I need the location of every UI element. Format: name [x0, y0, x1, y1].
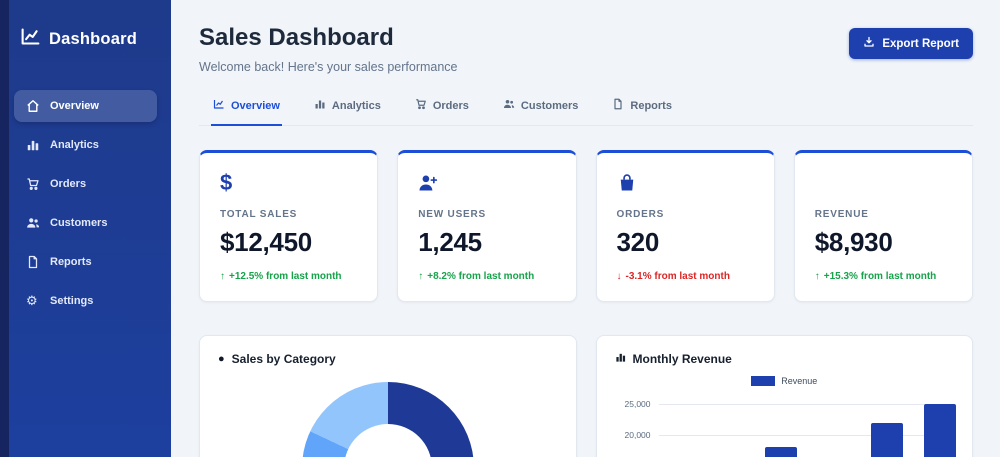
y-tick-label: 25,000 [624, 399, 651, 409]
gear-icon: ⚙ [26, 293, 38, 308]
revenue-bar [764, 447, 797, 457]
monthly-revenue-card: Monthly Revenue Revenue 25,00020,00015,0… [595, 335, 973, 457]
chart-legend: Revenue [615, 376, 955, 386]
bag-icon [617, 171, 754, 195]
legend-label: Revenue [781, 376, 818, 386]
legend-swatch [751, 376, 776, 386]
sidebar-nav: Overview Analytics Orders Customers Repo… [0, 90, 171, 317]
sidebar-item-analytics[interactable]: Analytics [14, 129, 157, 161]
tab-analytics[interactable]: Analytics [312, 98, 383, 126]
sidebar-item-customers[interactable]: Customers [14, 207, 157, 239]
stat-label: ORDERS [616, 209, 665, 220]
user-plus-icon [418, 171, 555, 195]
stat-value: $8,930 [814, 227, 893, 257]
page-subtitle: Welcome back! Here's your sales performa… [199, 60, 458, 74]
page-header: Sales Dashboard Welcome back! Here's you… [199, 24, 973, 74]
main-content: Sales Dashboard Welcome back! Here's you… [171, 0, 1000, 457]
trend-down-icon: ↓ [616, 271, 622, 282]
dollar-icon: $ [220, 170, 233, 195]
bar-plot [658, 394, 956, 457]
stat-change: ↑ +15.3% from last month [814, 271, 937, 282]
donut-chart [301, 382, 474, 457]
line-chart-logo-icon [20, 26, 41, 52]
line-chart-icon [213, 98, 225, 113]
cart-icon [415, 98, 427, 113]
tab-bar: Overview Analytics Orders Customers Repo… [199, 98, 973, 126]
stat-value: 320 [616, 227, 660, 257]
users-icon [503, 98, 515, 113]
stat-value: 1,245 [418, 227, 482, 257]
app-logo: Dashboard [0, 20, 171, 52]
stat-change: ↓ -3.1% from last month [616, 271, 730, 282]
tab-customers[interactable]: Customers [501, 98, 580, 126]
sidebar: Dashboard Overview Analytics Orders Cust… [0, 0, 171, 457]
gridline [658, 404, 954, 405]
stat-value: $12,450 [220, 227, 312, 257]
stat-label: REVENUE [814, 209, 869, 220]
app-title: Dashboard [49, 29, 137, 48]
sidebar-item-label: Settings [50, 295, 94, 307]
stat-card-total-sales: $ TOTAL SALES $12,450 ↑ +12.5% from last… [199, 150, 379, 302]
donut-hole [343, 424, 432, 457]
chart-title: ● Sales by Category [218, 352, 336, 366]
stat-change: ↑ +12.5% from last month [220, 271, 342, 282]
download-icon [863, 36, 875, 51]
bar-chart-icon [26, 138, 40, 152]
chart-title: Monthly Revenue [615, 352, 955, 366]
sales-by-category-card: ● Sales by Category [199, 335, 577, 457]
sidebar-item-reports[interactable]: Reports [14, 246, 157, 278]
stat-card-new-users: NEW USERS 1,245 ↑ +8.2% from last month [397, 150, 577, 302]
stats-row: $ TOTAL SALES $12,450 ↑ +12.5% from last… [199, 150, 973, 302]
stat-change: ↑ +8.2% from last month [418, 271, 535, 282]
charts-row: ● Sales by Category Monthly Revenue Reve… [199, 335, 973, 457]
document-icon [612, 98, 624, 113]
stat-label: NEW USERS [418, 209, 487, 220]
stat-card-orders: ORDERS 320 ↓ -3.1% from last month [595, 150, 775, 302]
stat-icon-slot-empty [815, 171, 952, 195]
sidebar-item-label: Reports [50, 256, 92, 268]
trend-up-icon: ↑ [220, 271, 225, 282]
cart-icon [26, 177, 40, 191]
stat-card-revenue: REVENUE $8,930 ↑ +15.3% from last month [793, 150, 973, 302]
sidebar-item-overview[interactable]: Overview [14, 90, 157, 122]
donut-icon: ● [218, 352, 225, 365]
bar-chart-icon [314, 98, 326, 113]
gridline [658, 435, 954, 436]
sidebar-item-label: Orders [50, 178, 87, 190]
bar-chart-icon [615, 352, 626, 366]
revenue-bar [870, 422, 903, 457]
users-icon [26, 216, 40, 230]
sidebar-item-orders[interactable]: Orders [14, 168, 157, 200]
tab-orders[interactable]: Orders [413, 98, 471, 126]
sidebar-item-label: Overview [50, 100, 99, 112]
y-tick-label: 20,000 [624, 430, 651, 440]
sidebar-item-label: Customers [50, 217, 108, 229]
tab-reports[interactable]: Reports [610, 98, 674, 126]
trend-up-icon: ↑ [814, 271, 820, 282]
home-icon [26, 99, 40, 113]
export-report-button[interactable]: Export Report [849, 28, 973, 59]
sidebar-item-settings[interactable]: ⚙ Settings [14, 285, 157, 317]
tab-overview[interactable]: Overview [211, 98, 282, 126]
revenue-bar [923, 404, 956, 457]
document-icon [26, 255, 40, 269]
page-title: Sales Dashboard [199, 24, 394, 51]
stat-label: TOTAL SALES [220, 209, 298, 220]
trend-up-icon: ↑ [418, 271, 424, 282]
sidebar-item-label: Analytics [50, 139, 99, 151]
